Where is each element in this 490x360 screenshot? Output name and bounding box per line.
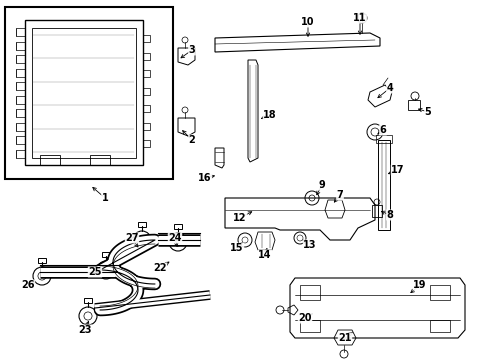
Text: 9: 9 bbox=[318, 180, 325, 190]
Text: 24: 24 bbox=[168, 233, 182, 243]
Bar bbox=[16, 69, 25, 77]
Bar bbox=[138, 222, 146, 227]
Text: 26: 26 bbox=[21, 280, 35, 290]
Text: 4: 4 bbox=[387, 83, 393, 93]
Bar bbox=[378, 140, 390, 230]
Bar bbox=[430, 285, 450, 300]
Polygon shape bbox=[290, 278, 465, 338]
Bar bbox=[143, 35, 150, 42]
Bar bbox=[16, 150, 25, 158]
Bar bbox=[102, 252, 110, 257]
Bar bbox=[376, 135, 392, 143]
Text: 3: 3 bbox=[189, 45, 196, 55]
Bar bbox=[40, 155, 60, 165]
Bar bbox=[372, 205, 382, 217]
Bar bbox=[25, 20, 143, 165]
Bar bbox=[90, 155, 110, 165]
Text: 19: 19 bbox=[413, 280, 427, 290]
Bar bbox=[430, 320, 450, 332]
Text: 16: 16 bbox=[198, 173, 212, 183]
Text: 7: 7 bbox=[337, 190, 343, 200]
Text: 25: 25 bbox=[88, 267, 102, 277]
Text: 6: 6 bbox=[380, 125, 387, 135]
Bar bbox=[5, 7, 173, 179]
Bar bbox=[84, 298, 92, 303]
Text: 21: 21 bbox=[338, 333, 352, 343]
Text: 18: 18 bbox=[263, 110, 277, 120]
Bar bbox=[174, 224, 182, 229]
Bar bbox=[16, 82, 25, 90]
Bar bbox=[143, 87, 150, 94]
Bar bbox=[143, 140, 150, 147]
Text: 8: 8 bbox=[387, 210, 393, 220]
Bar bbox=[16, 28, 25, 36]
Bar bbox=[16, 109, 25, 117]
Text: 10: 10 bbox=[301, 17, 315, 27]
Text: 20: 20 bbox=[298, 313, 312, 323]
Bar bbox=[143, 53, 150, 59]
Text: 27: 27 bbox=[125, 233, 139, 243]
Text: 23: 23 bbox=[78, 325, 92, 335]
Bar bbox=[16, 136, 25, 144]
Bar bbox=[300, 285, 320, 300]
Bar bbox=[38, 258, 46, 263]
Text: 13: 13 bbox=[303, 240, 317, 250]
Bar bbox=[16, 41, 25, 50]
Bar bbox=[16, 96, 25, 104]
Text: 17: 17 bbox=[391, 165, 405, 175]
Text: 1: 1 bbox=[101, 193, 108, 203]
Text: 14: 14 bbox=[258, 250, 272, 260]
Text: 12: 12 bbox=[233, 213, 247, 223]
Bar bbox=[32, 28, 136, 158]
Bar bbox=[16, 123, 25, 131]
Text: 15: 15 bbox=[230, 243, 244, 253]
Text: 11: 11 bbox=[353, 13, 367, 23]
Bar bbox=[358, 14, 366, 20]
Bar bbox=[143, 70, 150, 77]
Text: 2: 2 bbox=[189, 135, 196, 145]
Bar bbox=[300, 320, 320, 332]
Bar bbox=[143, 105, 150, 112]
Bar bbox=[16, 55, 25, 63]
Bar bbox=[143, 122, 150, 130]
Text: 5: 5 bbox=[425, 107, 431, 117]
Text: 22: 22 bbox=[153, 263, 167, 273]
